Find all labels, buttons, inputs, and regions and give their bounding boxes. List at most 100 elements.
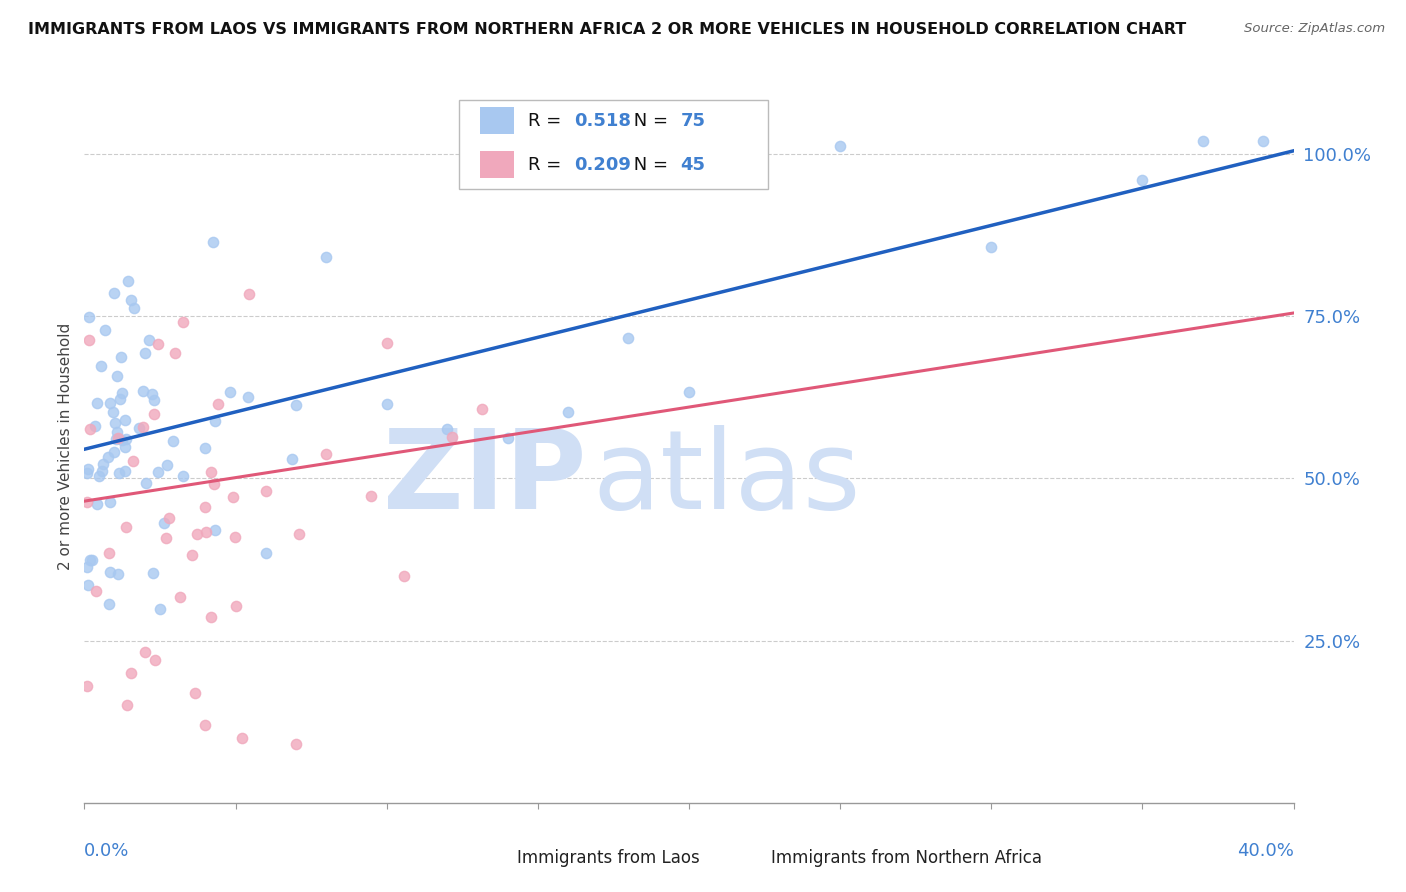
Point	[86, 396, 108, 410]
Point	[103, 405, 125, 419]
Point	[436, 422, 458, 436]
Text: 75: 75	[681, 112, 706, 129]
Point	[557, 404, 579, 418]
Y-axis label: 2 or more Vehicles in Household: 2 or more Vehicles in Household	[58, 322, 73, 570]
Point	[980, 240, 1002, 254]
Point	[76, 494, 98, 508]
Point	[200, 465, 222, 479]
Point	[103, 286, 125, 301]
Point	[153, 516, 176, 531]
Text: 45: 45	[681, 156, 706, 174]
Point	[128, 421, 150, 435]
Point	[114, 440, 136, 454]
Point	[91, 464, 114, 478]
Point	[86, 584, 108, 599]
Point	[114, 464, 136, 478]
Point	[77, 310, 100, 324]
FancyBboxPatch shape	[741, 847, 765, 869]
Point	[110, 350, 132, 364]
Text: N =: N =	[628, 112, 675, 129]
Text: Source: ZipAtlas.com: Source: ZipAtlas.com	[1244, 22, 1385, 36]
Text: R =: R =	[529, 112, 567, 129]
Point	[1192, 134, 1215, 148]
Point	[225, 599, 247, 613]
Point	[143, 653, 166, 667]
Point	[202, 235, 225, 250]
Point	[90, 359, 112, 373]
Point	[104, 432, 127, 446]
Point	[100, 396, 122, 410]
Point	[184, 685, 207, 699]
Text: ZIP: ZIP	[382, 425, 586, 532]
Text: 0.518: 0.518	[574, 112, 631, 129]
Point	[111, 433, 134, 447]
Point	[181, 549, 204, 563]
Point	[375, 397, 398, 411]
FancyBboxPatch shape	[479, 107, 513, 134]
Point	[496, 431, 519, 445]
Point	[98, 494, 121, 508]
Point	[138, 334, 160, 348]
Point	[97, 546, 120, 560]
Text: Immigrants from Laos: Immigrants from Laos	[517, 849, 700, 867]
Point	[87, 468, 110, 483]
Point	[77, 578, 100, 592]
Point	[194, 441, 217, 455]
Point	[105, 425, 128, 439]
Point	[284, 737, 307, 751]
Point	[105, 368, 128, 383]
Point	[236, 390, 259, 404]
Point	[120, 666, 142, 681]
Point	[231, 731, 253, 745]
Point	[111, 386, 134, 401]
Point	[172, 469, 194, 483]
Point	[114, 412, 136, 426]
Point	[124, 301, 146, 316]
Point	[155, 531, 177, 545]
Point	[98, 565, 121, 579]
Point	[98, 597, 121, 611]
Point	[108, 392, 131, 406]
Point	[76, 466, 98, 480]
Point	[132, 419, 155, 434]
Point	[830, 139, 852, 153]
Text: atlas: atlas	[592, 425, 860, 532]
Point	[392, 568, 415, 582]
Point	[146, 337, 169, 351]
Point	[117, 274, 139, 288]
Point	[86, 497, 108, 511]
Point	[1130, 172, 1153, 186]
Point	[194, 718, 217, 732]
Point	[77, 333, 100, 347]
Point	[254, 483, 277, 498]
Point	[94, 323, 117, 337]
Point	[224, 530, 246, 544]
Point	[194, 500, 217, 514]
Point	[222, 491, 245, 505]
Point	[162, 434, 184, 448]
Point	[288, 527, 311, 541]
Point	[77, 461, 100, 475]
Point	[135, 475, 157, 490]
Point	[471, 401, 494, 416]
Point	[131, 384, 153, 398]
Point	[82, 553, 104, 567]
Point	[204, 477, 226, 491]
Point	[149, 601, 172, 615]
Point	[107, 466, 129, 480]
Point	[134, 345, 156, 359]
Point	[172, 315, 194, 329]
Point	[315, 447, 337, 461]
Point	[104, 417, 127, 431]
Point	[360, 489, 382, 503]
Point	[79, 422, 101, 436]
Point	[186, 527, 208, 541]
Point	[91, 457, 114, 471]
FancyBboxPatch shape	[479, 152, 513, 178]
Text: 0.0%: 0.0%	[84, 842, 129, 860]
Point	[285, 398, 308, 412]
Point	[441, 430, 464, 444]
Point	[79, 552, 101, 566]
Text: R =: R =	[529, 156, 567, 174]
Point	[165, 345, 187, 359]
